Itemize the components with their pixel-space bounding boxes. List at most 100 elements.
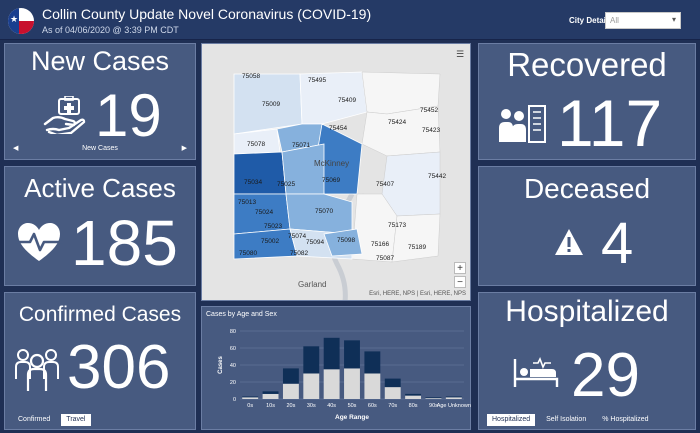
hospitalized-tabs: Hospitalized Self Isolation % Hospitaliz… (487, 414, 654, 426)
svg-text:75009: 75009 (262, 101, 280, 108)
page-title: Collin County Update Novel Coronavirus (… (42, 6, 372, 22)
bar-30s-series-0 (303, 373, 320, 399)
bar-90s-series-1 (425, 397, 442, 399)
x-tick-label: 50s (348, 403, 357, 409)
svg-text:75166: 75166 (371, 241, 389, 248)
page-subtitle: As of 04/06/2020 @ 3:39 PM CDT (42, 25, 179, 35)
hospital-bed-icon (513, 357, 559, 387)
deceased-value: 4 (601, 211, 634, 276)
svg-text:75087: 75087 (376, 255, 394, 262)
confirmed-cases-title: Confirmed Cases (18, 303, 182, 326)
bar-20s-series-0 (282, 383, 299, 399)
y-tick-label: 0 (233, 397, 236, 403)
county-map[interactable]: 75058 75495 75409 75009 75452 75424 7542… (201, 43, 471, 301)
svg-text:75071: 75071 (292, 142, 310, 149)
city-select-value: All (610, 16, 619, 25)
svg-text:75189: 75189 (408, 244, 426, 251)
bar-10s-series-1 (262, 391, 279, 394)
tab-travel[interactable]: Travel (61, 414, 91, 426)
new-cases-nav: ◀ New Cases ▶ (5, 144, 195, 156)
x-tick-label: 20s (286, 403, 295, 409)
texas-flag-icon: ★ (8, 8, 34, 34)
heartbeat-icon (15, 223, 63, 261)
hospitalized-value: 29 (571, 341, 640, 410)
confirmed-cases-value: 306 (67, 333, 171, 402)
bar-20s-series-1 (282, 368, 299, 384)
svg-text:75080: 75080 (239, 250, 257, 257)
x-tick-label: 90s (429, 403, 438, 409)
chart-title: Cases by Age and Sex (206, 311, 277, 318)
map-attribution: Esri, HERE, NPS | Esri, HERE, NPS (369, 291, 466, 297)
bar-80s-series-1 (405, 393, 422, 396)
bar-50s-series-1 (344, 340, 360, 369)
tab-hospitalized[interactable]: Hospitalized (487, 414, 536, 426)
new-cases-title: New Cases (30, 46, 170, 76)
x-tick-label: 0s (247, 403, 253, 409)
zoom-in-button[interactable]: + (454, 262, 466, 274)
new-cases-value: 19 (95, 82, 162, 149)
svg-text:75424: 75424 (388, 119, 406, 126)
bar-10s-series-0 (262, 393, 279, 399)
svg-text:75173: 75173 (388, 222, 406, 229)
next-arrow-icon[interactable]: ▶ (181, 145, 187, 152)
recovered-title: Recovered (507, 46, 667, 83)
y-tick-label: 40 (230, 363, 236, 369)
y-axis-label: Cases (218, 356, 224, 374)
new-cases-card: New Cases 19 ◀ New Cases ▶ (4, 43, 196, 160)
active-cases-title: Active Cases (24, 173, 176, 203)
y-tick-label: 20 (230, 380, 236, 386)
tab-self-isolation[interactable]: Self Isolation (546, 416, 587, 423)
people-icon (15, 349, 59, 391)
hospitalized-card: Hospitalized 29 Hospitalized Self Isolat… (478, 292, 696, 430)
zip-choropleth: 75058 75495 75409 75009 75452 75424 7542… (202, 44, 470, 300)
city-details-select[interactable]: All ▾ (605, 12, 681, 29)
prev-arrow-icon[interactable]: ◀ (13, 145, 19, 152)
svg-text:75069: 75069 (322, 177, 340, 184)
svg-text:75454: 75454 (329, 125, 347, 132)
legend-list-icon[interactable]: ☰ (455, 49, 465, 59)
confirmed-cases-card: Confirmed Cases 306 Confirmed Travel (4, 292, 196, 430)
new-cases-nav-label: New Cases (82, 145, 118, 152)
svg-text:75423: 75423 (422, 127, 440, 134)
x-tick-label: Age Unknown (437, 403, 471, 409)
hand-medkit-icon (43, 96, 86, 134)
svg-text:75442: 75442 (428, 173, 446, 180)
confirmed-tabs: Confirmed Travel (13, 414, 91, 426)
zoom-out-button[interactable]: − (454, 276, 466, 288)
svg-text:75078: 75078 (247, 141, 265, 148)
bar-70s-series-1 (384, 378, 401, 388)
map-place-garland: Garland (298, 280, 327, 289)
bar-70s-series-0 (384, 387, 401, 399)
bar-30s-series-1 (303, 346, 320, 374)
x-tick-label: 40s (327, 403, 336, 409)
bar-0s-series-0 (242, 397, 259, 399)
bar-90s-series-0 (425, 398, 442, 399)
svg-text:75098: 75098 (337, 237, 355, 244)
svg-text:75495: 75495 (308, 77, 326, 84)
x-tick-label: 10s (266, 403, 275, 409)
svg-text:75002: 75002 (261, 238, 279, 245)
bar-Age Unknown-series-1 (445, 396, 462, 398)
svg-text:75452: 75452 (420, 107, 438, 114)
deceased-title: Deceased (523, 173, 651, 204)
svg-text:75094: 75094 (306, 239, 324, 246)
x-tick-label: 80s (409, 403, 418, 409)
svg-text:75013: 75013 (238, 199, 256, 206)
tab-confirmed[interactable]: Confirmed (18, 416, 51, 423)
deceased-card: Deceased 4 (478, 166, 696, 286)
tab-percent-hospitalized[interactable]: % Hospitalized (602, 416, 649, 423)
bar-80s-series-0 (405, 395, 422, 399)
bar-60s-series-0 (364, 373, 381, 399)
people-building-icon (499, 105, 546, 143)
active-cases-card: Active Cases 185 (4, 166, 196, 286)
x-tick-label: 60s (368, 403, 377, 409)
bar-Age Unknown-series-0 (445, 397, 462, 399)
active-cases-value: 185 (71, 207, 178, 279)
svg-text:75023: 75023 (264, 223, 282, 230)
svg-text:75070: 75070 (315, 208, 333, 215)
y-tick-label: 80 (230, 329, 236, 335)
chevron-down-icon: ▾ (671, 15, 676, 24)
x-axis-label: Age Range (335, 414, 369, 421)
map-city-label: McKinney (314, 159, 349, 168)
